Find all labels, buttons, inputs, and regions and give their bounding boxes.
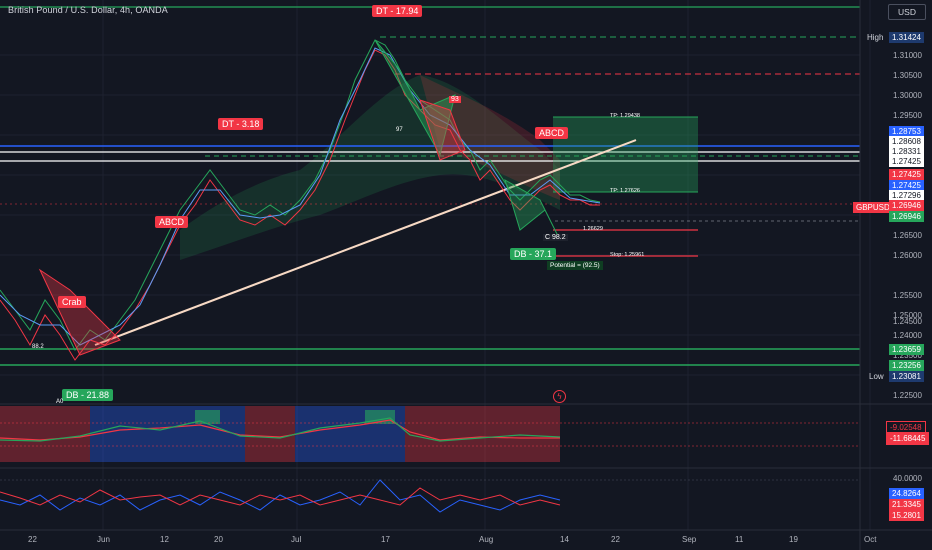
point-88: 88.2 (32, 344, 44, 350)
high-value: 1.31424 (889, 32, 924, 43)
price-tag: 1.28608 (889, 136, 924, 147)
price-tick: 1.23500 (893, 351, 922, 360)
pattern-db-bottom: DB - 21.88 (62, 389, 114, 401)
time-tick: Sep (682, 535, 697, 544)
high-label: High (867, 33, 884, 42)
price-tick: 1.25000 (893, 311, 922, 320)
price-tag: 1.26946 (889, 211, 924, 222)
price-tick: 1.25500 (893, 291, 922, 300)
pattern-abcd-left: ABCD (155, 216, 189, 228)
indicator2-value: 24.8264 (889, 488, 924, 499)
pattern-db-right: DB - 37.1 (510, 248, 557, 260)
tp1-note: TP: 1.29438 (610, 113, 640, 119)
lightning-icon[interactable]: ϟ (553, 390, 566, 403)
potential-note: Potential = (92.5) (547, 261, 603, 270)
price-tag: 1.28753 (889, 126, 924, 137)
low-value: 1.23081 (889, 371, 924, 382)
pattern-dt-left: DT - 3.18 (218, 118, 264, 130)
price-tag: 1.27296 (889, 190, 924, 201)
time-tick: 22 (611, 535, 620, 544)
tp2-note: TP: 1.27626 (610, 188, 640, 194)
pattern-abcd-right: ABCD (535, 127, 569, 139)
point-a0: A0 (56, 399, 64, 405)
price-tick: 1.29500 (893, 111, 922, 120)
price-tick: 1.24000 (893, 331, 922, 340)
time-tick: 11 (735, 535, 744, 544)
time-tick: 12 (160, 535, 169, 544)
price-tag: 1.27425 (889, 156, 924, 167)
indicator1-value: -11.68445 (886, 432, 930, 445)
pattern-dt-top: DT - 17.94 (372, 5, 423, 17)
time-tick: 17 (381, 535, 390, 544)
time-tick: Jun (97, 535, 110, 544)
point-97: 97 (396, 127, 403, 133)
price-tag: 1.26946 (889, 200, 924, 211)
price-tag: 1.23659 (889, 344, 924, 355)
indicator2-value: 21.3345 (889, 499, 924, 510)
price-tag: 1.23256 (889, 360, 924, 371)
indicator2-value: 15.2801 (889, 510, 924, 521)
symbol-title[interactable]: British Pound / U.S. Dollar, 4h, OANDA (8, 5, 168, 15)
pattern-crab: Crab (58, 296, 86, 308)
price-tag: 1.27425 (889, 169, 924, 180)
stop2-note: Stop: 1.25961 (610, 252, 645, 258)
symbol-price-tag: GBPUSD (853, 202, 893, 213)
price-tag: 1.27425 (889, 180, 924, 191)
price-tick: 1.24500 (893, 317, 922, 326)
time-tick: 14 (560, 535, 569, 544)
time-tick: Oct (864, 535, 877, 544)
time-tick: 20 (214, 535, 223, 544)
stop1-note: 1.26629 (583, 226, 603, 232)
time-tick: 19 (789, 535, 798, 544)
price-tick: 1.26000 (893, 251, 922, 260)
point-93: 93 (449, 96, 461, 103)
price-tick: 1.30500 (893, 71, 922, 80)
currency-button[interactable]: USD (888, 4, 926, 20)
low-label: Low (869, 372, 884, 381)
price-tick: 1.31000 (893, 51, 922, 60)
price-tick: 1.26500 (893, 231, 922, 240)
price-tick: 1.22500 (893, 391, 922, 400)
time-tick: Aug (479, 535, 494, 544)
price-tag: 1.28331 (889, 146, 924, 157)
price-tick: 1.30000 (893, 91, 922, 100)
indicator2-tick: 40.0000 (893, 474, 922, 483)
time-tick: Jul (291, 535, 302, 544)
c-point-note: C 98.2 (543, 234, 568, 241)
time-tick: 22 (28, 535, 37, 544)
